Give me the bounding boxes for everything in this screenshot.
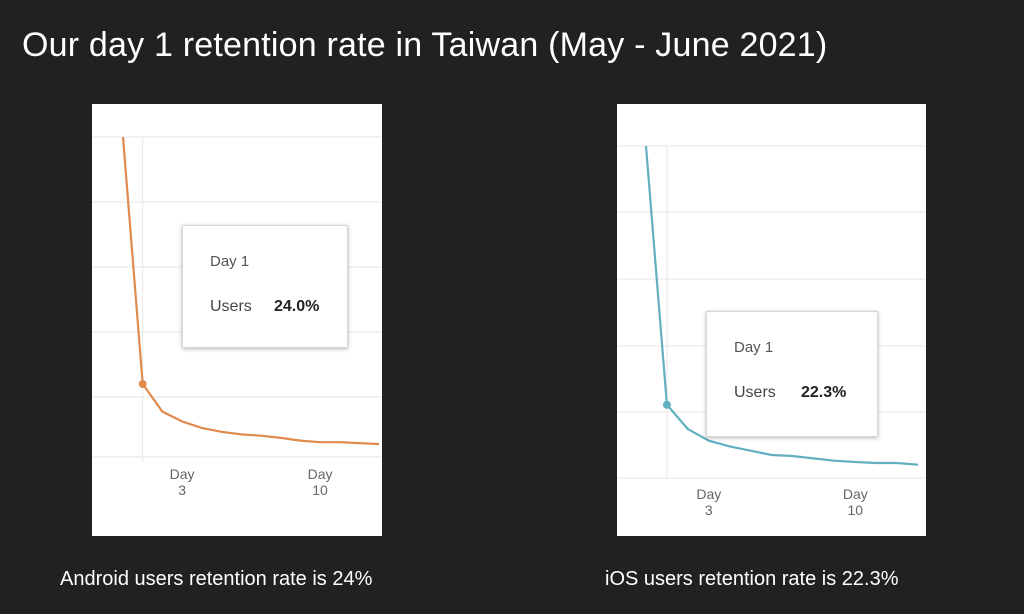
android-tick-label: Day 3 [170,466,195,498]
ios-tick-label: Day 3 [696,486,721,518]
ios-tooltip-value: 22.3% [801,384,847,401]
android-tick-label: Day 10 [308,466,333,498]
ios-chart-svg: Day 3 Day 10 [617,145,926,518]
ios-tick-label: Day 10 [843,486,868,518]
ios-retention-chart: Day 3 Day 10 Day 1 Users 22.3% [617,104,926,536]
ios-series-line [644,145,919,466]
slide-title: Our day 1 retention rate in Taiwan (May … [22,26,828,64]
ios-tooltip: Day 1 Users 22.3% [706,311,878,437]
ios-caption: iOS users retention rate is 22.3% [605,568,899,590]
android-tooltip-series: Users [210,298,252,315]
android-highlight-point [138,380,147,388]
ios-highlight-point [662,400,671,409]
android-tooltip-value: 24.0% [274,298,320,315]
android-series-line [121,136,380,446]
android-caption: Android users retention rate is 24% [60,568,373,590]
android-retention-chart: Day 3 Day 10 Day 1 Users 24.0% [92,104,382,536]
android-tooltip-day: Day 1 [210,253,250,270]
android-tooltip: Day 1 Users 24.0% [182,225,348,348]
android-chart-svg: Day 3 Day 10 [92,136,382,498]
ios-tooltip-day: Day 1 [734,339,774,356]
ios-tooltip-series: Users [734,384,776,401]
